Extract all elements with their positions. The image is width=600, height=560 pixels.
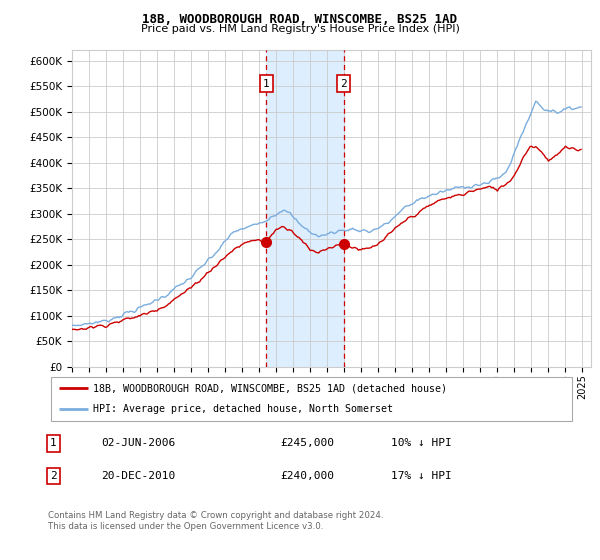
Text: 18B, WOODBOROUGH ROAD, WINSCOMBE, BS25 1AD (detached house): 18B, WOODBOROUGH ROAD, WINSCOMBE, BS25 1…: [93, 383, 447, 393]
Bar: [266, 50, 344, 367]
Text: 1: 1: [50, 438, 56, 449]
Text: £240,000: £240,000: [280, 471, 334, 481]
Text: This data is licensed under the Open Government Licence v3.0.: This data is licensed under the Open Gov…: [48, 522, 323, 531]
Text: HPI: Average price, detached house, North Somerset: HPI: Average price, detached house, Nort…: [93, 404, 393, 414]
Text: Contains HM Land Registry data © Crown copyright and database right 2024.: Contains HM Land Registry data © Crown c…: [48, 511, 383, 520]
Text: 1: 1: [263, 78, 270, 88]
Text: 20-DEC-2010: 20-DEC-2010: [101, 471, 175, 481]
Text: 2: 2: [340, 78, 347, 88]
Text: £245,000: £245,000: [280, 438, 334, 449]
Text: 17% ↓ HPI: 17% ↓ HPI: [391, 471, 452, 481]
Text: 10% ↓ HPI: 10% ↓ HPI: [391, 438, 452, 449]
Text: 2: 2: [50, 471, 56, 481]
Text: Price paid vs. HM Land Registry's House Price Index (HPI): Price paid vs. HM Land Registry's House …: [140, 24, 460, 34]
Text: 18B, WOODBOROUGH ROAD, WINSCOMBE, BS25 1AD: 18B, WOODBOROUGH ROAD, WINSCOMBE, BS25 1…: [143, 13, 458, 26]
Text: 02-JUN-2006: 02-JUN-2006: [101, 438, 175, 449]
FancyBboxPatch shape: [50, 377, 572, 421]
